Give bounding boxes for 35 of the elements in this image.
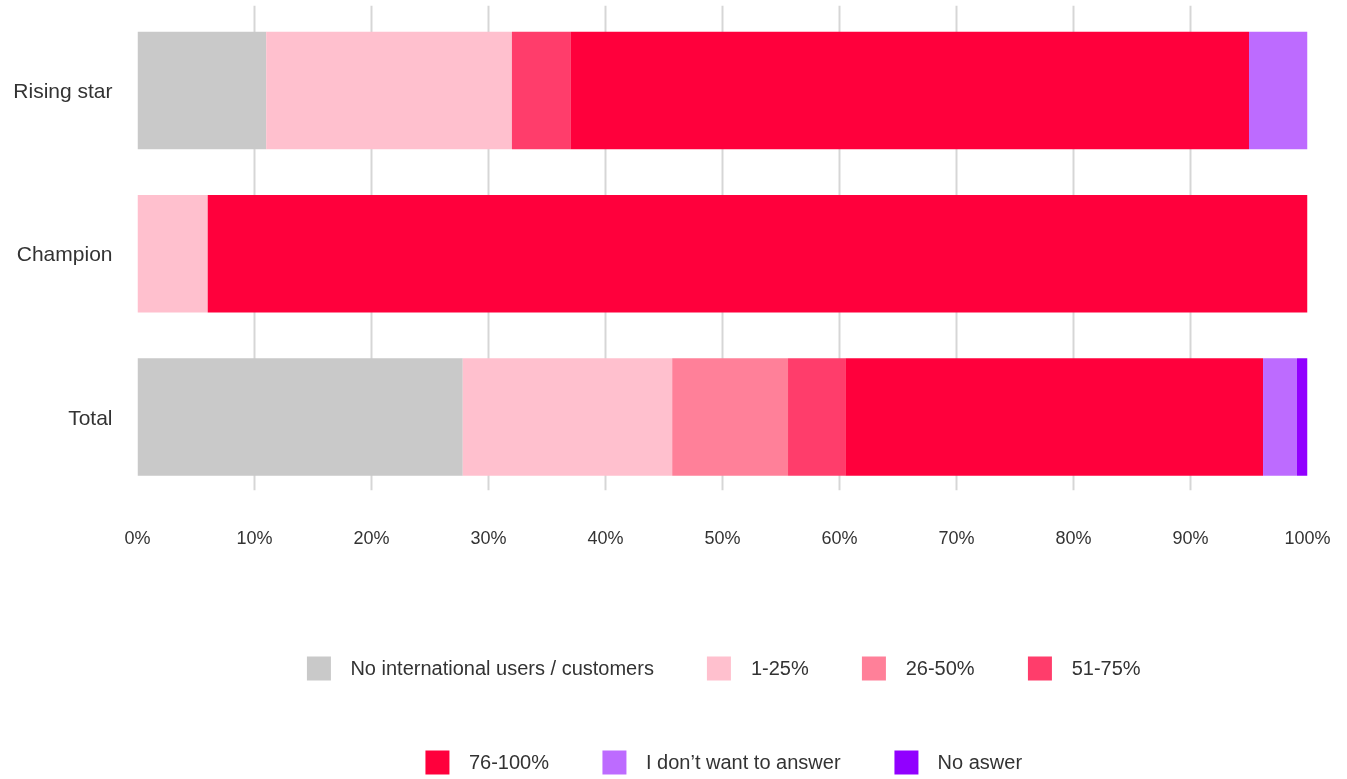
- x-tick-label: 90%: [1172, 527, 1209, 548]
- y-tick-label: Total: [68, 405, 113, 429]
- bar: [1249, 31, 1308, 150]
- x-tick-label: 80%: [1055, 527, 1092, 548]
- x-tick-label: 60%: [821, 527, 858, 548]
- legend-label: I don’t want to answer: [646, 750, 841, 774]
- bar: [1296, 358, 1308, 476]
- bar: [845, 358, 1264, 476]
- bar: [462, 358, 673, 476]
- x-tick-label: 40%: [587, 527, 624, 548]
- bar: [511, 31, 571, 150]
- bar: [207, 194, 1308, 313]
- legend-label: 51-75%: [1071, 656, 1141, 680]
- x-tick-label: 30%: [470, 527, 507, 548]
- y-tick-label: Rising star: [13, 78, 113, 102]
- legend-label: No aswer: [937, 750, 1023, 774]
- bar: [266, 31, 512, 150]
- bar: [570, 31, 1249, 150]
- legend-label: 1-25%: [750, 656, 809, 680]
- bar: [137, 194, 208, 313]
- legend-label: 76-100%: [468, 750, 550, 774]
- x-tick-label: 10%: [236, 527, 273, 548]
- x-tick-label: 50%: [704, 527, 741, 548]
- x-tick-label: 20%: [353, 527, 390, 548]
- legend-label: No international users / customers: [350, 656, 654, 680]
- bar: [788, 358, 846, 476]
- bar: [137, 358, 463, 476]
- x-tick-label: 100%: [1284, 527, 1331, 548]
- y-tick-label: Champion: [16, 242, 113, 266]
- x-tick-label: 0%: [124, 527, 151, 548]
- bar: [672, 358, 789, 476]
- bar: [1263, 358, 1297, 476]
- bar: [137, 31, 267, 150]
- legend-label: 26-50%: [905, 656, 975, 680]
- x-tick-label: 70%: [938, 527, 975, 548]
